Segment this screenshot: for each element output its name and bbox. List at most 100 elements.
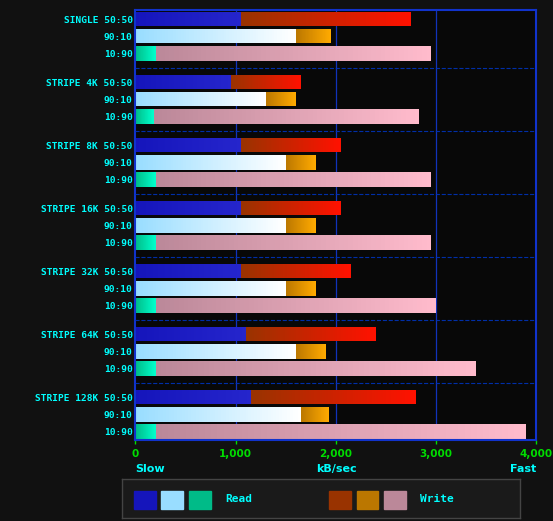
- Bar: [220, 75, 221, 89]
- Bar: [226, 75, 227, 89]
- Bar: [276, 138, 278, 152]
- Bar: [173, 201, 174, 215]
- Bar: [149, 29, 152, 43]
- Bar: [189, 491, 211, 508]
- Bar: [149, 201, 152, 215]
- Bar: [232, 29, 234, 43]
- Bar: [165, 172, 169, 187]
- Bar: [241, 12, 243, 26]
- Bar: [226, 218, 228, 232]
- Bar: [247, 12, 249, 26]
- Bar: [296, 29, 297, 43]
- Bar: [194, 29, 197, 43]
- Bar: [218, 75, 220, 89]
- Bar: [261, 172, 266, 187]
- Bar: [266, 235, 270, 250]
- Bar: [162, 12, 164, 26]
- Bar: [176, 390, 178, 404]
- Bar: [426, 235, 431, 250]
- Bar: [311, 138, 312, 152]
- Bar: [146, 201, 148, 215]
- Bar: [251, 29, 253, 43]
- Bar: [243, 264, 244, 278]
- Bar: [216, 407, 218, 421]
- Bar: [193, 299, 197, 313]
- Bar: [148, 12, 149, 26]
- Bar: [185, 264, 186, 278]
- Bar: [285, 327, 287, 341]
- Bar: [197, 264, 199, 278]
- Bar: [233, 172, 238, 187]
- Bar: [209, 12, 211, 26]
- Bar: [302, 29, 303, 43]
- Bar: [211, 201, 213, 215]
- Bar: [274, 29, 277, 43]
- Bar: [239, 264, 241, 278]
- Bar: [145, 327, 147, 341]
- Bar: [283, 281, 286, 295]
- Bar: [426, 46, 431, 60]
- Bar: [135, 281, 138, 295]
- Bar: [150, 75, 152, 89]
- Bar: [161, 362, 166, 376]
- Bar: [337, 327, 339, 341]
- Bar: [196, 218, 198, 232]
- Bar: [189, 327, 191, 341]
- Bar: [332, 264, 335, 278]
- Bar: [352, 327, 354, 341]
- Bar: [237, 138, 239, 152]
- Bar: [298, 235, 302, 250]
- Bar: [353, 362, 359, 376]
- Bar: [257, 362, 263, 376]
- Bar: [269, 12, 272, 26]
- Bar: [225, 12, 227, 26]
- Bar: [279, 362, 284, 376]
- Bar: [376, 235, 380, 250]
- Bar: [236, 281, 238, 295]
- Bar: [299, 201, 301, 215]
- Bar: [229, 425, 236, 439]
- Bar: [160, 155, 163, 169]
- Bar: [197, 12, 199, 26]
- Bar: [193, 155, 196, 169]
- Bar: [197, 46, 201, 60]
- Bar: [179, 92, 181, 106]
- Bar: [216, 218, 218, 232]
- Bar: [311, 390, 314, 404]
- Bar: [201, 155, 203, 169]
- Bar: [292, 390, 295, 404]
- Bar: [220, 92, 222, 106]
- Bar: [173, 344, 175, 358]
- Bar: [311, 201, 312, 215]
- Bar: [251, 201, 252, 215]
- Bar: [174, 390, 176, 404]
- Bar: [208, 218, 211, 232]
- Bar: [268, 75, 269, 89]
- Bar: [293, 344, 296, 358]
- Bar: [173, 264, 174, 278]
- Bar: [174, 425, 180, 439]
- Bar: [306, 201, 307, 215]
- Bar: [350, 390, 353, 404]
- Bar: [338, 138, 340, 152]
- Bar: [291, 75, 293, 89]
- Bar: [356, 390, 358, 404]
- Bar: [321, 46, 326, 60]
- Bar: [212, 390, 214, 404]
- Bar: [278, 155, 281, 169]
- Bar: [221, 201, 223, 215]
- Bar: [455, 362, 460, 376]
- Bar: [140, 75, 142, 89]
- Bar: [198, 155, 201, 169]
- Bar: [397, 425, 403, 439]
- Bar: [343, 12, 346, 26]
- Bar: [220, 109, 225, 123]
- Bar: [289, 75, 290, 89]
- Bar: [140, 281, 143, 295]
- Bar: [388, 109, 393, 123]
- Bar: [220, 264, 221, 278]
- Bar: [364, 390, 367, 404]
- Bar: [232, 75, 233, 89]
- Bar: [353, 425, 359, 439]
- Bar: [311, 362, 316, 376]
